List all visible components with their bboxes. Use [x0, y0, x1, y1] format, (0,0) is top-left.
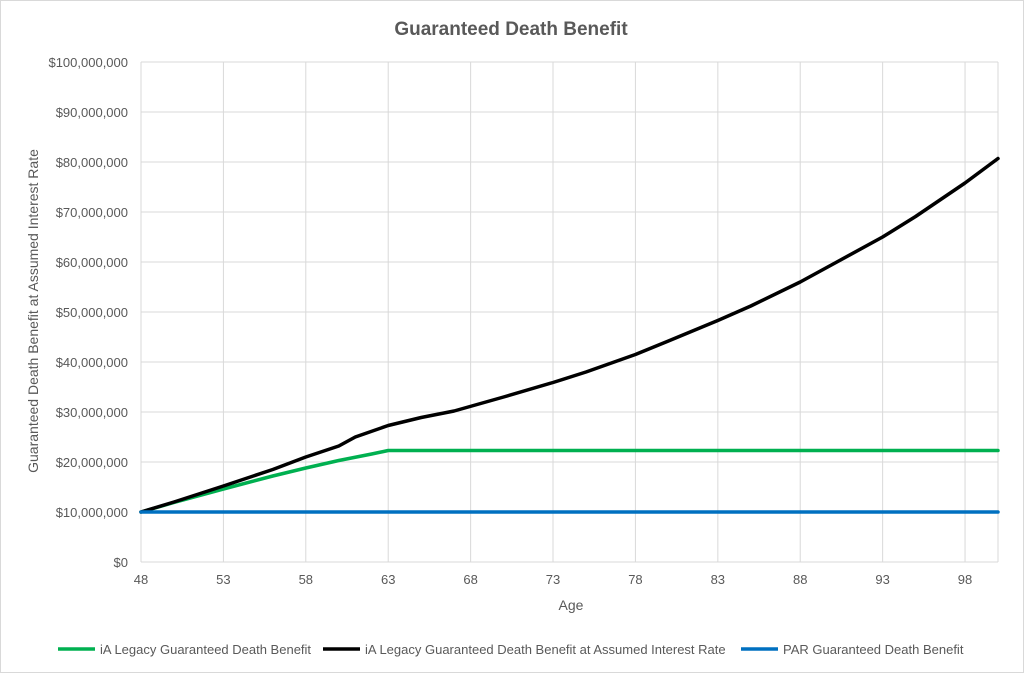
x-tick-label: 93: [875, 572, 889, 587]
legend-label-1: iA Legacy Guaranteed Death Benefit: [100, 642, 311, 657]
legend: iA Legacy Guaranteed Death Benefit iA Leg…: [58, 642, 964, 657]
y-tick-label: $60,000,000: [56, 255, 128, 270]
x-tick-label: 48: [134, 572, 148, 587]
y-tick-label: $10,000,000: [56, 505, 128, 520]
x-tick-label: 88: [793, 572, 807, 587]
x-axis-label: Age: [559, 597, 584, 613]
y-tick-label: $30,000,000: [56, 405, 128, 420]
y-axis-label: Guaranteed Death Benefit at Assumed Inte…: [25, 149, 41, 473]
y-tick-label: $70,000,000: [56, 205, 128, 220]
x-tick-label: 83: [711, 572, 725, 587]
x-tick-label: 68: [463, 572, 477, 587]
y-tick-label: $50,000,000: [56, 305, 128, 320]
y-tick-label: $90,000,000: [56, 105, 128, 120]
y-tick-label: $0: [114, 555, 128, 570]
chart-title: Guaranteed Death Benefit: [394, 19, 628, 40]
series-line-2: [139, 156, 1000, 514]
x-tick-label: 98: [958, 572, 972, 587]
x-tick-label: 63: [381, 572, 395, 587]
y-tick-label: $80,000,000: [56, 155, 128, 170]
series-line-1: [139, 448, 1000, 514]
legend-label-3: PAR Guaranteed Death Benefit: [783, 642, 964, 657]
series-lines: [139, 156, 1000, 514]
x-tick-label: 53: [216, 572, 230, 587]
x-tick-label: 58: [299, 572, 313, 587]
x-tick-labels: 48 53 58 63 68 73 78 83 88 93 98: [134, 572, 973, 587]
x-tick-label: 78: [628, 572, 642, 587]
gridlines: [140, 61, 999, 563]
y-tick-labels: $0 $10,000,000 $20,000,000 $30,000,000 $40,0…: [48, 55, 128, 570]
x-tick-label: 73: [546, 572, 560, 587]
y-tick-label: $20,000,000: [56, 455, 128, 470]
y-tick-label: $100,000,000: [48, 55, 128, 70]
legend-label-2: iA Legacy Guaranteed Death Benefit at As…: [365, 642, 726, 657]
y-tick-label: $40,000,000: [56, 355, 128, 370]
